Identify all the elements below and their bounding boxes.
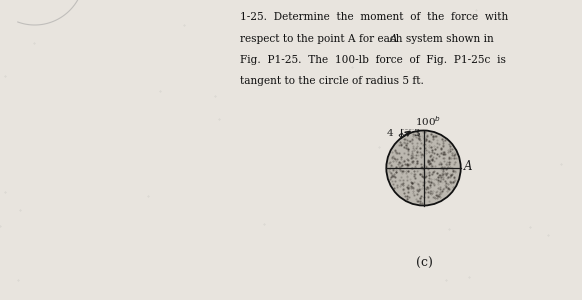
Text: 3: 3 [413, 129, 420, 138]
Text: 4: 4 [387, 129, 394, 138]
Circle shape [386, 130, 461, 206]
Text: (c): (c) [416, 257, 432, 270]
Text: tangent to the circle of radius 5 ft.: tangent to the circle of radius 5 ft. [240, 76, 424, 86]
Text: respect to the point A for each system shown in: respect to the point A for each system s… [240, 34, 494, 44]
Text: 1-25.  Determine  the  moment  of  the  force  with: 1-25. Determine the moment of the force … [240, 12, 508, 22]
Text: A: A [464, 160, 473, 173]
Text: Fig.  P1-25.  The  100-lb  force  of  Fig.  P1-25c  is: Fig. P1-25. The 100-lb force of Fig. P1-… [240, 55, 506, 65]
Text: A: A [391, 34, 398, 44]
Text: 100$^b$: 100$^b$ [416, 114, 442, 128]
